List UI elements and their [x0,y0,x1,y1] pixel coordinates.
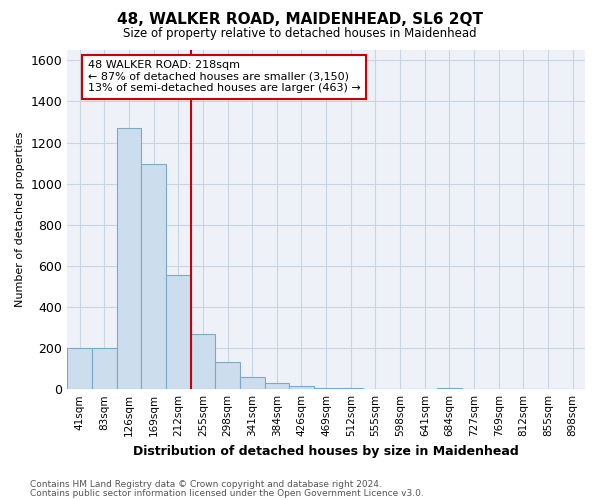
Bar [363,388,388,389]
Bar [141,164,166,389]
Bar [338,388,363,389]
Bar [67,348,92,389]
Y-axis label: Number of detached properties: Number of detached properties [15,132,25,308]
Bar [215,362,240,389]
Bar [437,388,462,389]
Bar [240,377,265,389]
X-axis label: Distribution of detached houses by size in Maidenhead: Distribution of detached houses by size … [133,444,519,458]
Bar [388,388,412,389]
Text: Size of property relative to detached houses in Maidenhead: Size of property relative to detached ho… [123,28,477,40]
Text: 48 WALKER ROAD: 218sqm
← 87% of detached houses are smaller (3,150)
13% of semi-: 48 WALKER ROAD: 218sqm ← 87% of detached… [88,60,361,94]
Bar [92,348,116,389]
Bar [412,388,437,389]
Bar [166,275,191,389]
Text: Contains public sector information licensed under the Open Government Licence v3: Contains public sector information licen… [30,489,424,498]
Text: 48, WALKER ROAD, MAIDENHEAD, SL6 2QT: 48, WALKER ROAD, MAIDENHEAD, SL6 2QT [117,12,483,28]
Bar [191,334,215,389]
Bar [289,386,314,389]
Bar [314,388,338,389]
Bar [265,383,289,389]
Bar [116,128,141,389]
Text: Contains HM Land Registry data © Crown copyright and database right 2024.: Contains HM Land Registry data © Crown c… [30,480,382,489]
